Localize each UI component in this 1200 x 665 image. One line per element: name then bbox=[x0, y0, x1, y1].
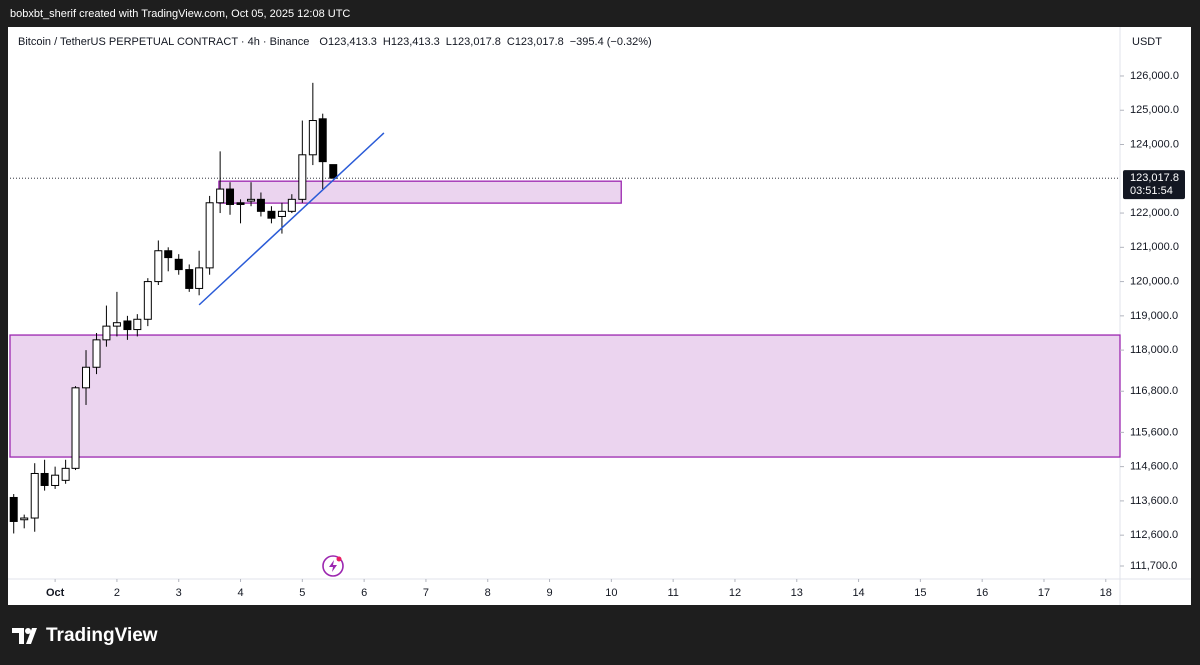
header-text: Bitcoin / TetherUS PERPETUAL CONTRACT · … bbox=[18, 36, 652, 48]
candle-body bbox=[123, 320, 132, 331]
y-tick-label: 124,000.0 bbox=[1130, 138, 1179, 150]
top-bar-text: bobxbt_sherif created with TradingView.c… bbox=[10, 8, 350, 20]
y-tick-label: 119,000.0 bbox=[1130, 310, 1178, 322]
ohlc-key: L bbox=[446, 36, 452, 48]
x-tick-label: 11 bbox=[667, 587, 678, 599]
x-tick-label: 17 bbox=[1038, 587, 1050, 599]
currency: USDT bbox=[1132, 36, 1162, 48]
candle-body bbox=[40, 472, 49, 486]
candle-body bbox=[256, 198, 265, 212]
x-tick-label: 8 bbox=[485, 587, 491, 599]
x-tick-label: 13 bbox=[791, 587, 803, 599]
candle-body bbox=[112, 322, 121, 327]
candle-body bbox=[308, 120, 317, 156]
y-tick-label: 114,600.0 bbox=[1130, 461, 1178, 473]
y-tick-label: 121,000.0 bbox=[1130, 241, 1179, 253]
chart-panel bbox=[8, 27, 1191, 605]
candle-body bbox=[298, 154, 307, 200]
footer-logo bbox=[12, 628, 37, 644]
candle-body bbox=[154, 250, 163, 283]
candle-body bbox=[82, 366, 91, 389]
logo-icon bbox=[322, 555, 344, 577]
y-tick-label: 118,000.0 bbox=[1130, 344, 1178, 356]
ohlc-value: 123,413.3 bbox=[328, 36, 377, 48]
x-tick-label: 14 bbox=[852, 587, 864, 599]
candle-body bbox=[185, 269, 194, 289]
ohlc-key: C bbox=[507, 36, 515, 48]
price-tag bbox=[1123, 170, 1185, 200]
candle-body bbox=[102, 325, 111, 341]
header: Bitcoin / TetherUS PERPETUAL CONTRACT · … bbox=[18, 36, 652, 48]
candle-body bbox=[92, 339, 101, 368]
candle-body bbox=[247, 198, 256, 202]
candle-body bbox=[216, 188, 225, 204]
x-tick-label: 16 bbox=[976, 587, 988, 599]
price-tag-label: 123,017.8 bbox=[1130, 172, 1179, 184]
x-tick-label: 6 bbox=[361, 587, 367, 599]
zone bbox=[218, 180, 622, 204]
candle-body bbox=[226, 188, 235, 205]
candle-body bbox=[318, 118, 327, 163]
countdown: 03:51:54 bbox=[1130, 185, 1173, 197]
candle-body bbox=[195, 267, 204, 289]
candle-body bbox=[61, 467, 70, 481]
candle-body bbox=[9, 496, 18, 522]
candle-body bbox=[236, 202, 245, 205]
candle-body bbox=[267, 210, 276, 219]
ohlc-key: H bbox=[383, 36, 391, 48]
candle-body bbox=[277, 210, 286, 217]
x-tick-label: 15 bbox=[914, 587, 926, 599]
candle-body bbox=[20, 517, 29, 521]
candle-body bbox=[30, 472, 39, 519]
y-tick-label: 126,000.0 bbox=[1130, 70, 1179, 82]
candle-body bbox=[71, 387, 80, 469]
candle-body bbox=[133, 318, 142, 331]
change: −395.4 (−0.32%) bbox=[570, 36, 652, 48]
x-tick-label: 5 bbox=[299, 587, 305, 599]
x-tick-label: 12 bbox=[729, 587, 741, 599]
y-tick-label: 125,000.0 bbox=[1130, 104, 1179, 116]
trendline bbox=[198, 132, 385, 306]
candle-body bbox=[51, 474, 60, 486]
x-tick-label: 2 bbox=[114, 587, 120, 599]
candle-body bbox=[164, 250, 173, 259]
ohlc-value: 123,017.8 bbox=[452, 36, 501, 48]
x-tick-label: 4 bbox=[237, 587, 243, 599]
candle-body bbox=[329, 164, 338, 179]
y-tick-label: 111,700.0 bbox=[1130, 560, 1177, 572]
candle-body bbox=[143, 281, 152, 320]
ohlc-key: O bbox=[319, 36, 328, 48]
candle-body bbox=[287, 198, 296, 212]
x-tick-label: 3 bbox=[176, 587, 182, 599]
y-tick-label: 113,600.0 bbox=[1130, 495, 1178, 507]
x-tick-label: Oct bbox=[46, 587, 65, 599]
zone bbox=[9, 334, 1121, 458]
x-tick-label: 9 bbox=[546, 587, 552, 599]
x-tick-label: 18 bbox=[1100, 587, 1112, 599]
ohlc-value: 123,413.3 bbox=[391, 36, 440, 48]
footer-brand: TradingView bbox=[46, 625, 158, 646]
y-tick-label: 120,000.0 bbox=[1130, 275, 1179, 287]
y-tick-label: 116,800.0 bbox=[1130, 385, 1178, 397]
candle-body bbox=[174, 258, 183, 271]
ohlc-value: 123,017.8 bbox=[515, 36, 564, 48]
y-tick-label: 122,000.0 bbox=[1130, 207, 1179, 219]
symbol: Bitcoin / TetherUS PERPETUAL CONTRACT · … bbox=[18, 36, 309, 48]
plot bbox=[9, 82, 1121, 534]
x-tick-label: 10 bbox=[605, 587, 617, 599]
y-tick-label: 112,600.0 bbox=[1130, 529, 1178, 541]
y-tick-label: 115,600.0 bbox=[1130, 426, 1178, 438]
x-tick-label: 7 bbox=[423, 587, 429, 599]
candle-body bbox=[205, 202, 214, 269]
